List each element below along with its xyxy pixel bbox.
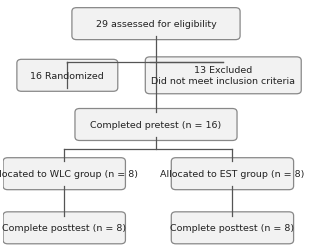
Text: Complete posttest (n = 8): Complete posttest (n = 8) [170,224,295,232]
FancyBboxPatch shape [3,212,125,244]
FancyBboxPatch shape [75,109,237,141]
Text: Completed pretest (n = 16): Completed pretest (n = 16) [90,120,222,130]
FancyBboxPatch shape [3,158,125,190]
FancyBboxPatch shape [72,8,240,40]
FancyBboxPatch shape [171,212,294,244]
Text: 29 assessed for eligibility: 29 assessed for eligibility [95,20,217,29]
FancyBboxPatch shape [171,158,294,190]
Text: Allocated to EST group (n = 8): Allocated to EST group (n = 8) [160,170,305,178]
Text: Allocated to WLC group (n = 8): Allocated to WLC group (n = 8) [0,170,138,178]
FancyBboxPatch shape [145,58,301,94]
FancyBboxPatch shape [17,60,118,92]
Text: Complete posttest (n = 8): Complete posttest (n = 8) [2,224,126,232]
Text: 16 Randomized: 16 Randomized [31,72,104,80]
Text: 13 Excluded
Did not meet inclusion criteria: 13 Excluded Did not meet inclusion crite… [151,66,295,86]
